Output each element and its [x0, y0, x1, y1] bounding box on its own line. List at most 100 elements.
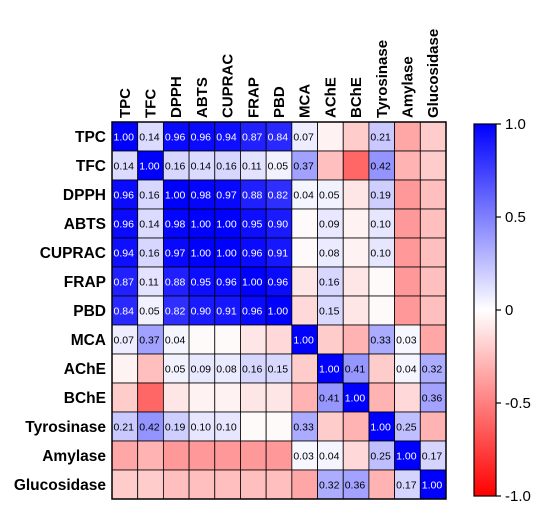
cell-value: 0.25 — [396, 422, 417, 434]
heatmap-cell — [291, 411, 318, 442]
cell-value: 0.87 — [242, 132, 263, 144]
heatmap-cell — [162, 179, 190, 210]
column-label: Glucosidase — [425, 29, 442, 118]
cell-value: 0.90 — [268, 219, 289, 231]
heatmap-cell — [265, 469, 293, 500]
cell-value: 1.00 — [216, 248, 237, 260]
heatmap-cell — [317, 382, 344, 413]
heatmap-cell — [368, 295, 396, 326]
row-label: DPPH — [63, 187, 106, 204]
cell-value: 0.96 — [242, 306, 263, 318]
cell-value: 1.00 — [370, 422, 391, 434]
heatmap-cell — [317, 266, 344, 297]
cell-value: 0.09 — [191, 364, 212, 376]
colorbar-tick-label: 0.5 — [505, 209, 526, 226]
cell-value: 0.95 — [191, 277, 212, 289]
heatmap-cell — [317, 324, 344, 355]
cell-value: 0.21 — [370, 132, 391, 144]
heatmap-cell — [162, 150, 190, 181]
row-label: TFC — [76, 158, 106, 175]
heatmap-cell — [111, 266, 139, 297]
heatmap-cell — [214, 440, 241, 471]
heatmap-cell — [342, 208, 370, 239]
heatmap-cell — [240, 208, 267, 239]
cell-value: 0.96 — [242, 248, 263, 260]
heatmap-cell — [240, 353, 267, 384]
cell-value: 0.84 — [268, 132, 289, 144]
cell-value: 0.14 — [139, 132, 160, 144]
cell-value: 0.16 — [216, 161, 237, 173]
cell-value: 0.19 — [165, 422, 186, 434]
cell-value: 0.96 — [114, 219, 135, 231]
heatmap-cell — [111, 150, 139, 181]
row-label: MCA — [71, 332, 106, 349]
cell-value: 0.36 — [345, 480, 366, 492]
heatmap-cell — [317, 208, 344, 239]
heatmap-cell — [188, 150, 216, 181]
heatmap-cell — [419, 324, 447, 355]
cell-value: 0.82 — [165, 306, 186, 318]
cell-value: 0.87 — [114, 277, 135, 289]
heatmap-cell — [291, 353, 318, 384]
heatmap-cell — [317, 295, 344, 326]
cell-value: 0.07 — [293, 132, 314, 144]
cell-value: 0.08 — [216, 364, 237, 376]
heatmap-cell — [188, 266, 216, 297]
cell-value: 0.96 — [165, 132, 186, 144]
heatmap-cell — [342, 382, 370, 413]
heatmap-cell — [394, 295, 421, 326]
column-label: CUPRAC — [220, 54, 237, 118]
heatmap-cell — [394, 121, 421, 152]
cell-value: 0.11 — [139, 277, 159, 289]
heatmap-cell — [394, 411, 421, 442]
heatmap-cell — [214, 150, 241, 181]
column-label: FRAP — [245, 77, 262, 118]
cell-value: 1.00 — [165, 190, 186, 202]
heatmap-cell — [137, 237, 164, 268]
heatmap-cell — [240, 295, 267, 326]
column-label: TPC — [117, 88, 134, 118]
cell-value: 0.42 — [139, 422, 160, 434]
cell-value: 1.00 — [293, 335, 314, 347]
heatmap-cell — [111, 411, 139, 442]
cell-value: 0.03 — [396, 335, 417, 347]
heatmap-cell — [394, 324, 421, 355]
column-label: ABTS — [194, 77, 211, 118]
column-label: BChE — [348, 77, 365, 118]
colorbar-tick-label: -1.0 — [505, 488, 531, 505]
cell-value: 0.90 — [191, 306, 212, 318]
heatmap-cell — [162, 382, 190, 413]
cell-value: 0.32 — [319, 480, 340, 492]
heatmap-cell — [188, 353, 216, 384]
cell-value: 0.16 — [139, 190, 160, 202]
heatmap-cell — [265, 411, 293, 442]
heatmap-cell — [419, 150, 447, 181]
cell-value: 0.16 — [319, 277, 340, 289]
cell-value: 0.97 — [165, 248, 186, 260]
row-label: PBD — [73, 303, 106, 320]
colorbar-tick-label: -0.5 — [505, 395, 531, 412]
cell-value: 0.14 — [114, 161, 135, 173]
heatmap-cell — [291, 208, 318, 239]
heatmap-cells — [111, 121, 447, 500]
heatmap-cell — [342, 150, 370, 181]
cell-value: 0.41 — [345, 364, 366, 376]
heatmap-cell — [291, 382, 318, 413]
heatmap-cell — [162, 469, 190, 500]
column-label: Amylase — [399, 56, 416, 118]
column-label: MCA — [297, 84, 314, 118]
cell-value: 0.41 — [319, 393, 340, 405]
heatmap-cell — [291, 440, 318, 471]
cell-value: 0.36 — [422, 393, 443, 405]
cell-value: 0.42 — [370, 161, 391, 173]
cell-value: 0.04 — [293, 190, 314, 202]
column-label: Tyrosinase — [374, 40, 391, 118]
heatmap-cell — [265, 237, 293, 268]
heatmap-cell — [394, 382, 421, 413]
cell-value: 0.91 — [268, 248, 289, 260]
row-label: FRAP — [64, 274, 106, 291]
cell-value: 0.09 — [319, 219, 340, 231]
heatmap-cell — [111, 353, 139, 384]
cell-value: 0.82 — [268, 190, 289, 202]
cell-value: 0.03 — [293, 451, 314, 463]
